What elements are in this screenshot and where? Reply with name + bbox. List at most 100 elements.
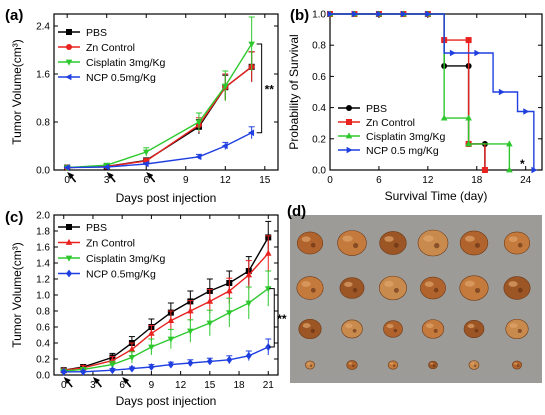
data-point: [195, 119, 203, 126]
y-tick-label: 0.2: [312, 134, 326, 145]
tumor-spot: [434, 242, 440, 249]
series-2: [64, 51, 255, 171]
x-tick-label: 24: [520, 175, 532, 186]
data-point: [142, 149, 150, 156]
survival-marker: [440, 114, 448, 121]
legend-marker: [346, 146, 353, 154]
data-point: [187, 307, 194, 314]
tumor-sample: [378, 275, 408, 301]
data-point: [148, 363, 155, 371]
legend-entry: PBS: [86, 27, 107, 39]
legend-entry: Cisplatin 3mg/Kg: [86, 57, 166, 69]
significance-bracket: [269, 288, 275, 348]
x-tick-label: 15: [204, 380, 216, 391]
survival-marker: [449, 49, 456, 57]
tumor-sample: [337, 230, 367, 256]
tumor-sample: [379, 231, 407, 255]
series-line: [67, 132, 252, 169]
tumor-spot: [393, 287, 399, 293]
tumor-highlight: [389, 362, 394, 365]
tumor-highlight: [384, 280, 394, 287]
legend-marker: [346, 105, 352, 111]
survival-marker: [474, 49, 481, 57]
tumor-spot: [516, 364, 520, 368]
legend-entry: PBS: [366, 103, 387, 115]
survival-marker: [498, 88, 505, 96]
tumor-highlight: [345, 323, 353, 329]
tumor-highlight: [386, 324, 394, 329]
y-tick-label: 0.8: [36, 307, 50, 318]
y-axis-title: Tumor Volume(cm³): [10, 39, 24, 145]
tumor-spot: [517, 242, 523, 248]
y-tick-label: 1.0: [36, 291, 50, 302]
x-tick-label: 6: [376, 175, 382, 186]
legend-entry: NCP 0.5mg/Kg: [86, 269, 156, 281]
y-tick-label: 1.2: [36, 275, 50, 286]
tumor-sample: [421, 319, 445, 339]
x-tick-label: 18: [233, 380, 245, 391]
tumor-spot: [433, 287, 439, 293]
legend-marker: [65, 73, 72, 81]
tumor-sample: [512, 360, 522, 370]
data-point: [167, 360, 174, 369]
data-point: [206, 357, 213, 366]
tumor-spot: [433, 328, 438, 333]
panel-label: (a): [5, 7, 23, 24]
y-tick-label: 0.4: [36, 339, 50, 350]
tumor-spot: [474, 328, 479, 333]
survival-marker: [327, 10, 334, 18]
series-4: [60, 338, 272, 376]
tumor-highlight: [508, 236, 518, 242]
panel-label: (d): [287, 203, 306, 220]
data-point: [245, 271, 253, 278]
legend-entry: Cisplatin 3mg/Kg: [86, 253, 166, 265]
x-tick-label: 3: [104, 175, 110, 186]
significance-marker: **: [265, 82, 275, 96]
significance-bracket: [256, 43, 263, 134]
legend-marker: [345, 132, 353, 139]
data-point: [206, 320, 214, 327]
injection-arrow-head: [92, 377, 100, 384]
tumor-spot: [353, 242, 359, 249]
panel-d-tumor-photo: (d): [287, 203, 542, 383]
y-axis-title: Probability of Survival: [287, 34, 301, 149]
y-tick-label: 0.0: [312, 166, 326, 177]
tumor-sample: [428, 360, 438, 370]
data-point: [128, 364, 135, 373]
tumor-sample: [468, 360, 480, 370]
data-point: [226, 287, 233, 294]
tumor-highlight: [301, 281, 311, 287]
tumor-highlight: [425, 323, 434, 329]
tumor-spot: [517, 328, 522, 333]
data-point: [109, 362, 116, 369]
x-tick-label: 0: [327, 175, 333, 186]
x-tick-label: 15: [259, 175, 271, 186]
data-point: [195, 153, 202, 161]
tumor-highlight: [513, 362, 518, 365]
data-point: [103, 163, 110, 171]
tumor-sample: [305, 360, 315, 370]
tumor-sample: [503, 276, 531, 300]
tumor-sample: [346, 360, 358, 370]
data-point: [206, 297, 214, 304]
data-point: [148, 344, 155, 351]
y-tick-label: 1.4: [36, 259, 50, 270]
tumor-spot: [310, 328, 315, 333]
tumor-sample: [339, 277, 365, 299]
data-point: [167, 317, 175, 323]
tumor-sample: [296, 276, 324, 300]
tumor-highlight: [424, 281, 434, 287]
plot-frame: [53, 13, 279, 171]
tumor-highlight: [464, 235, 475, 242]
tumor-sample: [298, 318, 322, 340]
panel-a-tumor-volume-chart: 0 3 6 9 12 15 0.0 0.8 1.6 2.4 Days post injection T…: [5, 7, 279, 205]
tumor-highlight: [384, 236, 394, 242]
x-tick-label: 21: [263, 380, 275, 391]
data-point: [167, 336, 175, 343]
x-axis-title: Survival Time (day): [385, 189, 488, 203]
survival-marker: [465, 114, 472, 121]
tumor-sample: [459, 275, 489, 301]
y-tick-label: 1.0: [312, 10, 326, 21]
tumor-highlight: [344, 281, 353, 287]
injection-arrow-head: [122, 377, 130, 384]
